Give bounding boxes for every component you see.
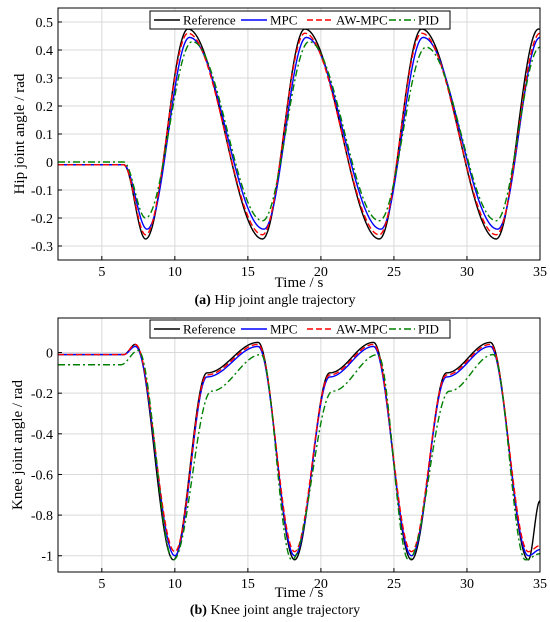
hip-ytick-label: -0.2 xyxy=(31,212,53,227)
hip-caption-tag: (a) xyxy=(195,293,212,308)
knee-ytick-label: -0.8 xyxy=(31,509,53,524)
knee-caption-text: Knee joint angle trajectory xyxy=(207,603,360,618)
knee-xtick-label: 20 xyxy=(314,577,328,592)
hip-xtick-label: 10 xyxy=(168,265,182,280)
hip-caption-text: Hip joint angle trajectory xyxy=(211,293,356,308)
knee-caption: (b) Knee joint angle trajectory xyxy=(190,603,360,618)
hip-chart: 5 10 15 20 25 30 35 -0.3 -0.2 -0.1 0 0.1 0.2 0.3 0.4 0.… xyxy=(12,7,547,308)
knee-ytick-label: -0.2 xyxy=(31,387,53,402)
knee-xtick-label: 25 xyxy=(387,577,401,592)
knee-legend-label: MPC xyxy=(270,322,297,337)
knee-ylabel: Knee joint angle / rad xyxy=(10,380,26,510)
hip-xtick-label: 30 xyxy=(460,265,474,280)
knee-xtick-label: 10 xyxy=(168,577,182,592)
knee-plot-area xyxy=(58,318,540,572)
hip-xtick-label: 35 xyxy=(533,265,547,280)
hip-legend: Reference MPC AW-MPC PID xyxy=(149,10,451,30)
hip-series-aw-mpc xyxy=(58,32,540,236)
hip-ytick-label: 0.4 xyxy=(36,44,54,59)
knee-xtick-label: 15 xyxy=(241,577,255,592)
hip-xtick-label: 25 xyxy=(387,265,401,280)
knee-series-lines xyxy=(58,341,540,561)
knee-caption-tag: (b) xyxy=(190,603,207,618)
knee-series-pid xyxy=(58,349,540,561)
hip-ytick-label: -0.1 xyxy=(31,184,53,199)
hip-xtick-label: 20 xyxy=(314,265,328,280)
knee-legend-label: Reference xyxy=(183,322,236,337)
knee-legend: Reference MPC AW-MPC PID xyxy=(149,319,451,339)
hip-ytick-label: 0.2 xyxy=(36,100,54,115)
hip-legend-label: Reference xyxy=(183,13,236,28)
hip-legend-label: AW-MPC xyxy=(336,13,388,28)
hip-caption: (a) Hip joint angle trajectory xyxy=(195,293,356,308)
hip-ytick-label: -0.3 xyxy=(31,240,53,255)
knee-ytick-label: -0.6 xyxy=(31,468,53,483)
hip-ytick-label: 0.1 xyxy=(36,128,54,143)
hip-legend-label: PID xyxy=(418,13,439,28)
knee-legend-label: PID xyxy=(418,322,439,337)
knee-legend-label: AW-MPC xyxy=(336,322,388,337)
knee-axes-box xyxy=(57,317,541,573)
hip-ytick-label: 0 xyxy=(46,156,53,171)
hip-legend-box xyxy=(149,10,451,30)
hip-axes-box xyxy=(57,7,541,261)
hip-ytick-label: 0.5 xyxy=(36,16,54,31)
hip-xtick-label: 15 xyxy=(241,265,255,280)
knee-ytick-label: -1 xyxy=(41,550,53,565)
knee-tick-labels: 5 10 15 20 25 30 35 -1 -0.8 -0.6 -0.4 -0.2 0 xyxy=(31,347,547,592)
hip-tick-labels: 5 10 15 20 25 30 35 -0.3 -0.2 -0.1 0 0.1 0.2 0.3 0.4 0.… xyxy=(31,16,547,280)
knee-grid xyxy=(58,318,541,572)
knee-chart: 5 10 15 20 25 30 35 -1 -0.8 -0.6 -0.4 -0.2 0 Time / … xyxy=(10,317,547,618)
knee-ytick-label: 0 xyxy=(46,347,53,362)
hip-ytick-label: 0.3 xyxy=(36,72,54,87)
knee-xlabel: Time / s xyxy=(275,585,324,601)
hip-series-pid xyxy=(58,40,540,222)
knee-xtick-label: 5 xyxy=(98,577,105,592)
knee-xtick-label: 35 xyxy=(533,577,547,592)
hip-xlabel: Time / s xyxy=(275,275,324,291)
knee-ytick-label: -0.4 xyxy=(31,428,53,443)
hip-legend-label: MPC xyxy=(270,13,297,28)
hip-xtick-label: 5 xyxy=(98,265,105,280)
knee-series-aw-mpc xyxy=(58,343,540,553)
knee-xtick-label: 30 xyxy=(460,577,474,592)
hip-ylabel: Hip joint angle / rad xyxy=(12,73,28,194)
knee-legend-box xyxy=(149,319,451,339)
